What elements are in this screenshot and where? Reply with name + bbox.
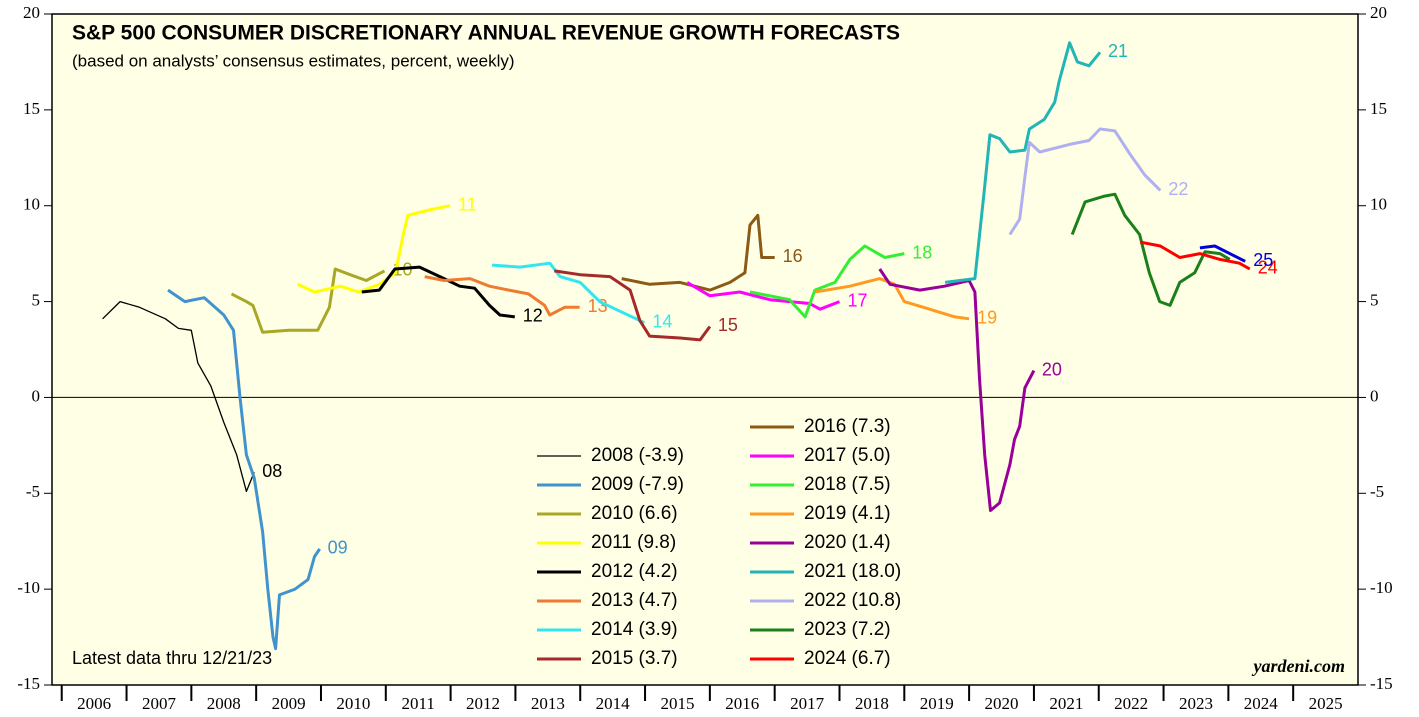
y-tick-label: 15: [23, 99, 40, 118]
series-line: [554, 269, 712, 342]
x-tick-label: 2017: [790, 694, 825, 713]
end-label: 19: [977, 308, 997, 328]
y2-tick-label: -5: [1370, 482, 1384, 501]
end-label: 11: [458, 194, 477, 214]
legend-label: 2017 (5.0): [804, 445, 891, 466]
x-tick-label: 2006: [77, 694, 111, 713]
end-label: 16: [783, 246, 803, 266]
series-line: [1199, 244, 1246, 263]
legend-label: 2024 (6.7): [804, 648, 891, 669]
legend-label: 2013 (4.7): [591, 590, 678, 611]
series-line: [1139, 240, 1251, 271]
y2-tick-label: -10: [1370, 578, 1393, 597]
series-line: [491, 261, 646, 325]
x-tick-label: 2022: [1114, 694, 1148, 713]
x-tick-label: 2019: [920, 694, 954, 713]
legend-label: 2023 (7.2): [804, 619, 891, 640]
legend-label: 2014 (3.9): [591, 619, 678, 640]
legend-label: 2019 (4.1): [804, 503, 891, 524]
x-tick-label: 2013: [531, 694, 565, 713]
end-label: 24: [1258, 258, 1278, 278]
legend-label: 2016 (7.3): [804, 416, 891, 437]
x-tick-label: 2015: [660, 694, 694, 713]
x-tick-label: 2011: [402, 694, 435, 713]
legend-label: 2021 (18.0): [804, 561, 901, 582]
series-line: [686, 281, 841, 311]
y-tick-label: 10: [23, 195, 40, 214]
series-line: [749, 244, 905, 319]
y2-tick-label: 10: [1370, 195, 1387, 214]
legend-label: 2022 (10.8): [804, 590, 901, 611]
end-label: 15: [718, 315, 738, 335]
series-line: [102, 300, 255, 493]
data-note: Latest data thru 12/21/23: [72, 648, 272, 668]
x-tick-label: 2007: [142, 694, 177, 713]
end-label: 13: [588, 296, 608, 316]
y-tick-label: -10: [17, 578, 40, 597]
series-line: [1008, 127, 1162, 236]
y-tick-label: 20: [23, 3, 40, 22]
end-label: 18: [912, 242, 932, 262]
legend-label: 2015 (3.7): [591, 648, 678, 669]
legend-label: 2008 (-3.9): [591, 445, 684, 466]
y2-tick-label: 0: [1370, 386, 1379, 405]
y2-tick-label: -15: [1370, 674, 1393, 693]
x-tick-label: 2010: [336, 694, 370, 713]
end-label: 08: [262, 461, 282, 481]
legend-label: 2012 (4.2): [591, 561, 678, 582]
x-tick-label: 2018: [855, 694, 889, 713]
x-tick-label: 2020: [985, 694, 1019, 713]
x-tick-label: 2014: [596, 694, 631, 713]
series-line: [878, 268, 1036, 512]
source: yardeni.com: [1252, 656, 1346, 676]
legend-label: 2009 (-7.9): [591, 474, 684, 495]
chart-subtitle: (based on analysts’ consensus estimates,…: [72, 51, 515, 70]
y-tick-label: 0: [32, 386, 41, 405]
series-line: [361, 265, 515, 319]
y-tick-label: 5: [32, 290, 41, 309]
legend-label: 2018 (7.5): [804, 474, 891, 495]
end-label: 25: [1253, 250, 1273, 270]
plot-area: [51, 13, 1359, 686]
legend-label: 2010 (6.6): [591, 503, 678, 524]
series-line: [814, 277, 970, 321]
legend-label: 2011 (9.8): [591, 532, 676, 553]
series-line: [944, 41, 1102, 284]
y2-tick-label: 20: [1370, 3, 1387, 22]
x-tick-label: 2009: [272, 694, 306, 713]
y-tick-label: -5: [26, 482, 40, 501]
x-tick-label: 2025: [1309, 694, 1343, 713]
legend-label: 2020 (1.4): [804, 532, 891, 553]
x-tick-label: 2021: [1049, 694, 1083, 713]
x-tick-label: 2023: [1179, 694, 1213, 713]
y-tick-label: -15: [17, 674, 40, 693]
end-label: 09: [328, 538, 348, 558]
end-label: 14: [652, 311, 672, 331]
series-line: [230, 267, 386, 334]
series-line: [424, 275, 580, 317]
series-line: [621, 213, 775, 292]
y2-tick-label: 15: [1370, 99, 1387, 118]
series-line: [167, 288, 321, 651]
end-label: 22: [1168, 179, 1188, 199]
y2-tick-label: 5: [1370, 290, 1379, 309]
end-label: 12: [523, 306, 543, 326]
end-label: 20: [1042, 359, 1062, 379]
x-tick-label: 2024: [1244, 694, 1279, 713]
end-label: 17: [847, 290, 867, 310]
x-tick-label: 2012: [466, 694, 500, 713]
chart-title: S&P 500 CONSUMER DISCRETIONARY ANNUAL RE…: [72, 22, 900, 45]
x-tick-label: 2008: [207, 694, 241, 713]
end-label: 21: [1108, 41, 1128, 61]
x-tick-label: 2016: [725, 694, 759, 713]
